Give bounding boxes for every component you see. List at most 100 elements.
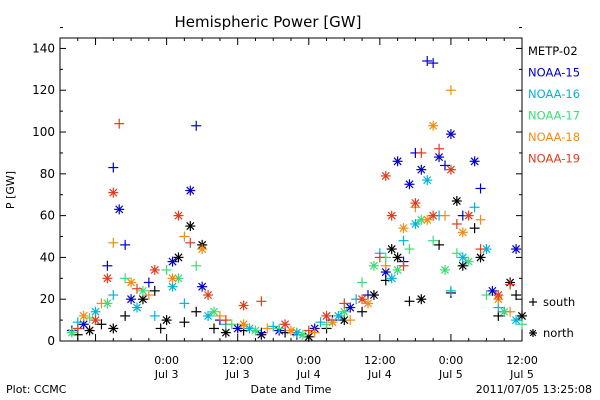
data-point (457, 252, 468, 263)
data-point (493, 290, 504, 301)
data-point (493, 302, 504, 313)
data-point (220, 315, 231, 326)
data-point (209, 323, 219, 334)
data-point (108, 162, 119, 173)
plot-frame (59, 37, 523, 342)
data-point (114, 204, 125, 215)
data-point (191, 306, 202, 317)
data-point (481, 290, 492, 301)
data-point (226, 319, 237, 330)
data-point (345, 315, 356, 326)
y-tick-label: 80 (40, 167, 55, 181)
data-point (173, 273, 184, 284)
data-point (102, 260, 113, 271)
data-point (84, 325, 95, 336)
data-point (434, 152, 445, 163)
data-point (232, 323, 243, 334)
data-point (422, 175, 433, 186)
footer-plot-source: Plot: CCMC (6, 383, 67, 396)
data-point (463, 210, 474, 221)
y-tick-label: 40 (40, 250, 55, 264)
data-point (185, 237, 196, 248)
data-point (404, 244, 415, 255)
x-tick-time-label: 0:00 (296, 354, 321, 367)
legend-marker-north: north (529, 326, 574, 340)
data-point (392, 264, 403, 275)
data-point (274, 323, 285, 334)
data-point (398, 235, 409, 246)
data-point (102, 273, 113, 284)
data-point (309, 327, 320, 338)
legend-marker-label: north (543, 326, 574, 340)
data-point (475, 244, 486, 255)
data-point (327, 317, 338, 328)
series-noaa-19 (72, 118, 516, 336)
y-tick-label: 60 (40, 209, 55, 223)
data-point (126, 294, 137, 305)
x-tick-time-label: 12:00 (506, 354, 538, 367)
data-point (440, 210, 450, 221)
data-point (315, 317, 326, 328)
data-point (487, 285, 498, 296)
data-point (339, 306, 350, 317)
y-tick-label: 100 (32, 125, 55, 139)
data-point (143, 290, 154, 301)
data-point (209, 306, 219, 317)
x-tick-date-label: Jul 5 (438, 368, 463, 381)
data-point (191, 120, 202, 131)
data-point (96, 319, 107, 330)
data-point (517, 319, 527, 330)
legend: METP-02 NOAA-15 NOAA-16 NOAA-17 NOAA-18 NOAA-… (528, 44, 580, 340)
data-point (214, 310, 225, 321)
data-point (374, 252, 385, 263)
data-point (108, 290, 119, 301)
data-point (197, 281, 208, 292)
data-point (440, 264, 450, 275)
data-point (143, 277, 154, 288)
data-point (386, 273, 397, 284)
data-point (149, 310, 160, 321)
data-point (161, 315, 172, 326)
data-point (505, 306, 516, 317)
y-tick-label: 140 (32, 41, 55, 55)
y-axis-label: P [GW] (4, 171, 17, 209)
series-noaa-16 (72, 175, 522, 338)
data-point (286, 325, 296, 336)
series-noaa-18 (78, 85, 516, 338)
data-point (120, 310, 131, 321)
data-point (357, 306, 368, 317)
data-point (428, 235, 439, 246)
x-tick-date-label: Jul 4 (296, 368, 321, 381)
data-point (445, 285, 456, 296)
data-point (238, 300, 249, 311)
data-point (368, 260, 379, 271)
x-tick-date-label: Jul 3 (154, 368, 179, 381)
data-point (475, 214, 486, 225)
data-point (333, 310, 344, 321)
series-metp-02 (72, 195, 527, 342)
data-point (434, 143, 445, 154)
data-point (120, 239, 131, 250)
data-point (78, 310, 89, 321)
data-point (197, 244, 208, 255)
data-point (505, 279, 516, 290)
data-point (96, 298, 107, 309)
data-point (137, 294, 148, 305)
data-point (220, 327, 231, 338)
data-point (203, 290, 214, 301)
data-point (72, 323, 83, 334)
data-point (416, 214, 427, 225)
data-point (137, 285, 148, 296)
data-point (191, 260, 202, 271)
x-tick-date-label: Jul 3 (225, 368, 250, 381)
data-point (416, 164, 427, 175)
data-point (398, 223, 409, 234)
x-tick-date-label: Jul 4 (367, 368, 392, 381)
data-point (90, 306, 101, 317)
data-point (268, 321, 279, 332)
data-point (321, 310, 332, 321)
legend-entry: NOAA-15 (528, 66, 580, 80)
data-point (475, 183, 486, 194)
